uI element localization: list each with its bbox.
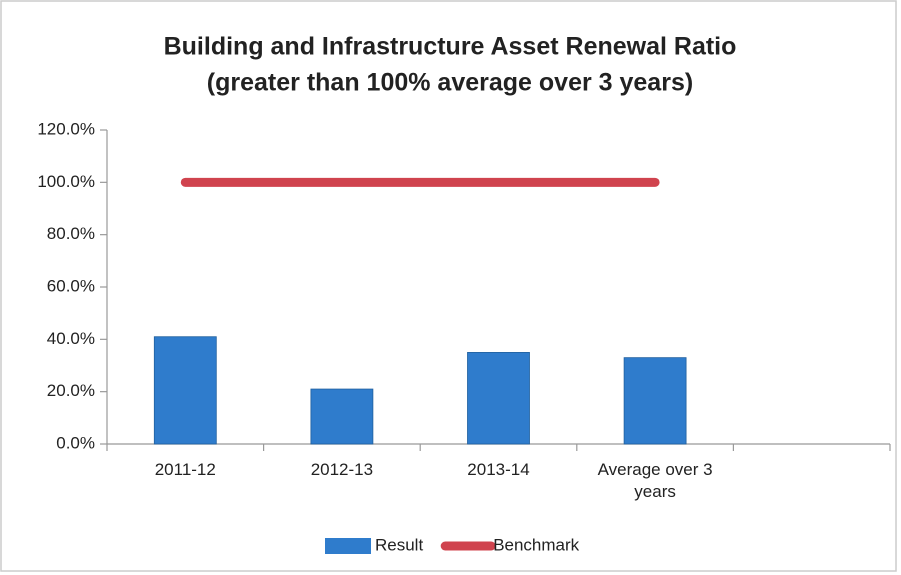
y-tick-label: 100.0% [37,172,95,191]
bar [153,336,217,445]
x-tick-label: 2011-12 [154,460,216,479]
legend-swatch [325,538,371,554]
x-tick-label: Average over 3 years [597,460,713,501]
y-tick-label: 0.0% [56,433,95,452]
bar [310,388,374,445]
legend-label: Benchmark [493,535,579,554]
chart-subtitle: (greater than 100% average over 3 years) [207,69,693,97]
bar [623,357,687,445]
legend-label: Result [375,535,423,554]
y-tick-label: 120.0% [37,119,95,138]
y-tick-label: 20.0% [47,381,95,400]
chart-title: Building and Infrastructure Asset Renewa… [164,33,737,61]
y-tick-label: 80.0% [47,224,95,243]
y-tick-label: 40.0% [47,329,95,348]
bar [467,352,530,445]
x-tick-label: 2012-13 [310,460,374,479]
y-tick-label: 60.0% [47,276,95,295]
x-tick-label: 2013-14 [467,460,530,479]
